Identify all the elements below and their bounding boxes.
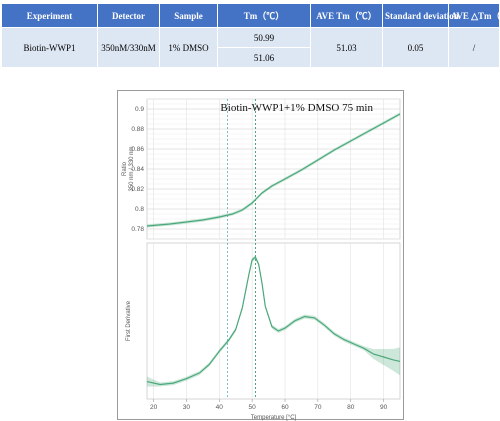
- y-tick-label: 0.86: [131, 146, 144, 153]
- y-tick-label: 0.84: [131, 166, 144, 173]
- cell-tm-1: 50.99: [217, 27, 311, 48]
- table-header: AVE △Tm（℃）: [448, 3, 500, 28]
- ratio-confidence-band: [147, 112, 400, 228]
- cell-tm-2: 51.06: [217, 47, 311, 68]
- table-row: Biotin-WWP1 350nM/330nM 1% DMSO 50.99 51…: [1, 27, 500, 68]
- cell-experiment: Biotin-WWP1: [1, 27, 98, 68]
- derivative-curve: [146, 256, 401, 386]
- derivative-confidence-band: [147, 255, 400, 387]
- table-header: AVE Tm（℃）: [310, 3, 383, 28]
- table-header: Tm（℃）: [217, 3, 311, 28]
- ratio-curve: [146, 113, 401, 227]
- y-tick-label: 0.88: [131, 126, 144, 133]
- y-axis-label-derivative: First Derivative: [126, 300, 132, 341]
- table-header: Sample: [159, 3, 218, 28]
- results-table: Experiment Detector Sample Tm（℃） AVE Tm（…: [1, 3, 500, 68]
- x-tick-label: 90: [380, 404, 388, 411]
- table-header: Standard deviation: [382, 3, 459, 28]
- x-tick-label: 30: [183, 404, 191, 411]
- cell-sample: 1% DMSO: [159, 27, 218, 68]
- y-axis-label: Ratio: [122, 161, 128, 176]
- chart-svg: 0.78 0.8 0.82 0.84 0.86 0.88 0.9 Ratio 350 nm / …: [122, 98, 401, 421]
- table-header: Experiment: [1, 3, 98, 28]
- y-tick-label: 0.8: [135, 206, 144, 213]
- melting-chart: 0.78 0.8 0.82 0.84 0.86 0.88 0.9 Ratio 350 nm / …: [117, 90, 404, 421]
- x-tick-label: 20: [150, 404, 158, 411]
- y-tick-label: 0.82: [131, 186, 144, 193]
- cell-ave-tm: 51.03: [310, 27, 383, 68]
- x-tick-label: 70: [314, 404, 322, 411]
- cell-ave-delta-tm: /: [448, 27, 500, 68]
- y-axis-label: 350 nm / 330 nm: [129, 146, 135, 191]
- x-tick-label: 50: [249, 404, 257, 411]
- cell-std-dev: 0.05: [382, 27, 449, 68]
- x-axis-label: Temperature [°C]: [251, 415, 297, 421]
- bottom-plot-frame: [146, 242, 401, 400]
- chart-title: Biotin-WWP1+1% DMSO 75 min: [220, 102, 373, 114]
- y-tick-label: 0.78: [131, 226, 144, 233]
- table-row: 51.06: [2, 47, 500, 68]
- table-header-row: Experiment Detector Sample Tm（℃） AVE Tm（…: [1, 3, 500, 28]
- table-header: Detector: [97, 3, 160, 28]
- cell-detector: 350nM/330nM: [97, 27, 160, 68]
- x-tick-label: 40: [216, 404, 224, 411]
- x-tick-label: 80: [347, 404, 355, 411]
- y-tick-label: 0.9: [135, 106, 144, 113]
- x-tick-label: 60: [281, 404, 289, 411]
